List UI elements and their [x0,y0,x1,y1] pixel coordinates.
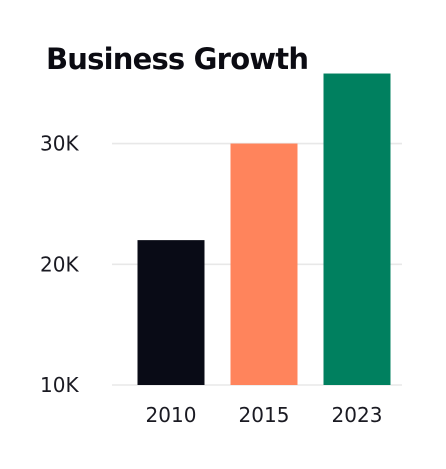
bars [137,73,391,386]
bar-2015 [230,143,298,385]
x-tick-label: 2015 [239,403,290,427]
x-axis-ticks: 2010 2015 2023 [146,403,383,427]
x-tick-label: 2010 [146,403,197,427]
bar-2010 [137,240,205,385]
bar-2023 [323,73,391,386]
y-tick-label: 20K [40,252,79,276]
chart-title: Business Growth [46,42,309,76]
y-axis-ticks: 10K 20K 30K [40,132,79,397]
y-tick-label: 10K [40,373,79,397]
y-tick-label: 30K [40,132,79,156]
x-tick-label: 2023 [332,403,383,427]
